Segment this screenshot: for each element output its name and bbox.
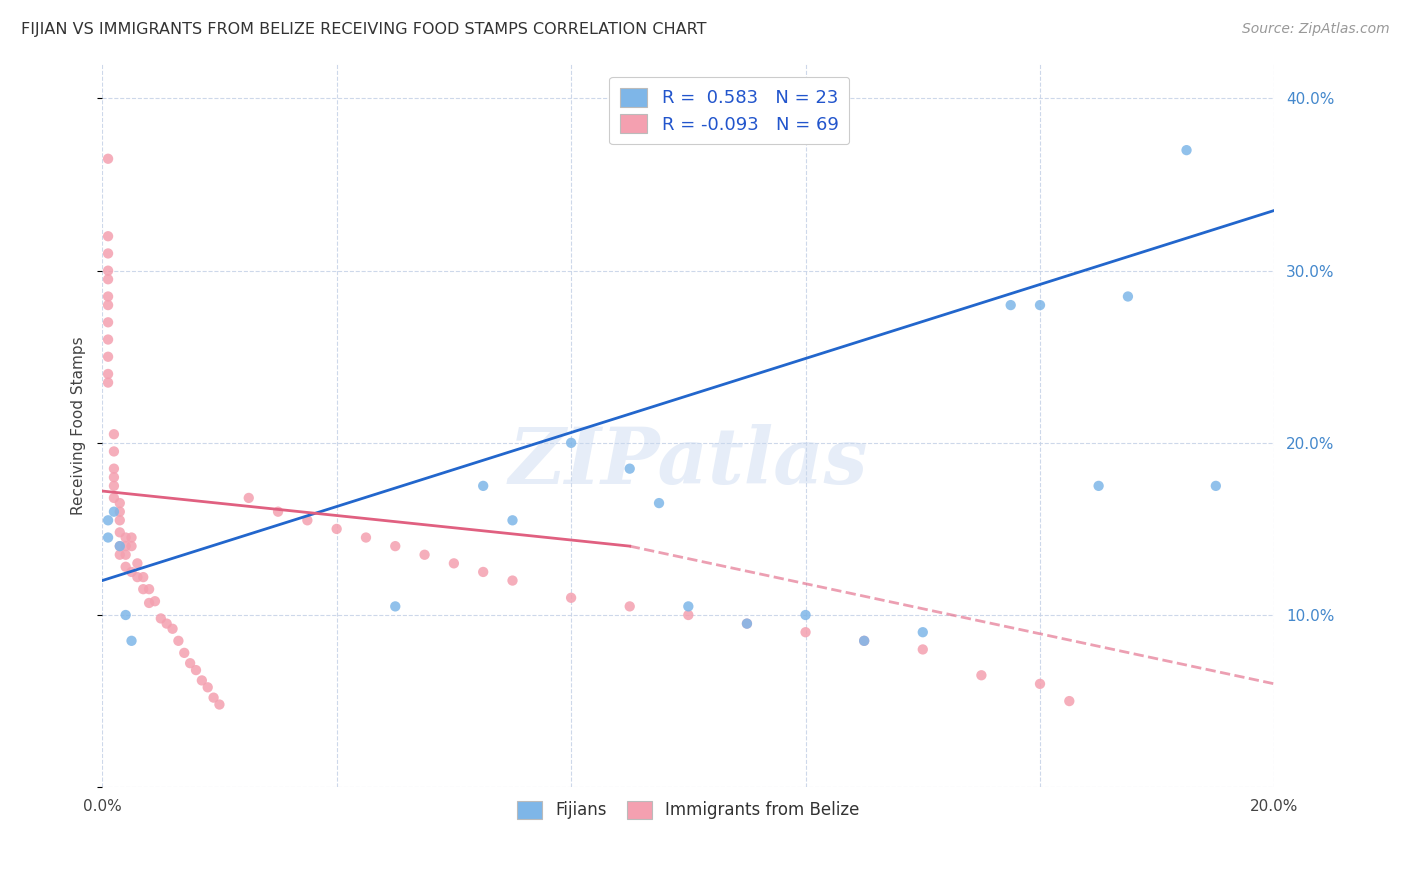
Point xyxy=(97,298,120,312)
Point xyxy=(354,531,377,545)
Point xyxy=(97,246,120,260)
Point xyxy=(1087,479,1109,493)
Point xyxy=(103,444,125,458)
Y-axis label: Receiving Food Stamps: Receiving Food Stamps xyxy=(72,336,86,515)
Point xyxy=(794,625,817,640)
Point xyxy=(97,333,120,347)
Point xyxy=(138,582,160,597)
Point xyxy=(132,582,155,597)
Point xyxy=(156,616,179,631)
Point xyxy=(325,522,347,536)
Point xyxy=(1205,479,1227,493)
Point xyxy=(97,289,120,303)
Point xyxy=(238,491,260,505)
Point xyxy=(132,570,155,584)
Point xyxy=(114,607,136,622)
Point xyxy=(678,599,700,614)
Point xyxy=(735,616,758,631)
Point xyxy=(103,505,125,519)
Point xyxy=(162,622,184,636)
Point xyxy=(173,646,195,660)
Point xyxy=(443,557,465,571)
Text: FIJIAN VS IMMIGRANTS FROM BELIZE RECEIVING FOOD STAMPS CORRELATION CHART: FIJIAN VS IMMIGRANTS FROM BELIZE RECEIVI… xyxy=(21,22,707,37)
Point xyxy=(472,479,495,493)
Point xyxy=(911,625,934,640)
Point xyxy=(103,461,125,475)
Point xyxy=(108,496,131,510)
Point xyxy=(108,539,131,553)
Point xyxy=(108,539,131,553)
Point xyxy=(97,315,120,329)
Point xyxy=(114,559,136,574)
Point xyxy=(97,376,120,390)
Point xyxy=(911,642,934,657)
Point xyxy=(103,470,125,484)
Point xyxy=(108,513,131,527)
Point xyxy=(97,367,120,381)
Point xyxy=(191,673,214,688)
Point xyxy=(208,698,231,712)
Point xyxy=(184,663,207,677)
Point xyxy=(1029,298,1052,312)
Point xyxy=(121,531,143,545)
Point xyxy=(1175,143,1198,157)
Point xyxy=(384,599,406,614)
Point xyxy=(121,539,143,553)
Point xyxy=(108,505,131,519)
Point xyxy=(114,531,136,545)
Point xyxy=(138,596,160,610)
Point xyxy=(108,548,131,562)
Point xyxy=(384,539,406,553)
Point xyxy=(413,548,436,562)
Point xyxy=(794,607,817,622)
Point xyxy=(648,496,671,510)
Point xyxy=(502,513,524,527)
Point xyxy=(149,611,172,625)
Point xyxy=(853,633,876,648)
Point xyxy=(103,479,125,493)
Point xyxy=(297,513,319,527)
Text: ZIPatlas: ZIPatlas xyxy=(509,424,868,500)
Point xyxy=(97,229,120,244)
Point xyxy=(560,435,582,450)
Point xyxy=(97,152,120,166)
Point xyxy=(127,570,149,584)
Point xyxy=(619,599,641,614)
Point xyxy=(114,548,136,562)
Point xyxy=(103,491,125,505)
Point xyxy=(97,350,120,364)
Point xyxy=(179,657,201,671)
Point xyxy=(97,531,120,545)
Point xyxy=(103,427,125,442)
Point xyxy=(197,681,219,695)
Point xyxy=(560,591,582,605)
Point xyxy=(97,272,120,286)
Text: Source: ZipAtlas.com: Source: ZipAtlas.com xyxy=(1241,22,1389,37)
Point xyxy=(735,616,758,631)
Point xyxy=(267,505,290,519)
Point xyxy=(167,633,190,648)
Point xyxy=(1116,289,1139,303)
Point xyxy=(970,668,993,682)
Point xyxy=(97,263,120,277)
Point xyxy=(472,565,495,579)
Point xyxy=(1000,298,1022,312)
Point xyxy=(202,690,225,705)
Point xyxy=(114,539,136,553)
Legend: Fijians, Immigrants from Belize: Fijians, Immigrants from Belize xyxy=(510,794,866,826)
Point xyxy=(502,574,524,588)
Point xyxy=(853,633,876,648)
Point xyxy=(678,607,700,622)
Point xyxy=(127,557,149,571)
Point xyxy=(108,525,131,540)
Point xyxy=(143,594,166,608)
Point xyxy=(1029,677,1052,691)
Point xyxy=(121,565,143,579)
Point xyxy=(121,633,143,648)
Point xyxy=(1059,694,1081,708)
Point xyxy=(619,461,641,475)
Point xyxy=(97,513,120,527)
